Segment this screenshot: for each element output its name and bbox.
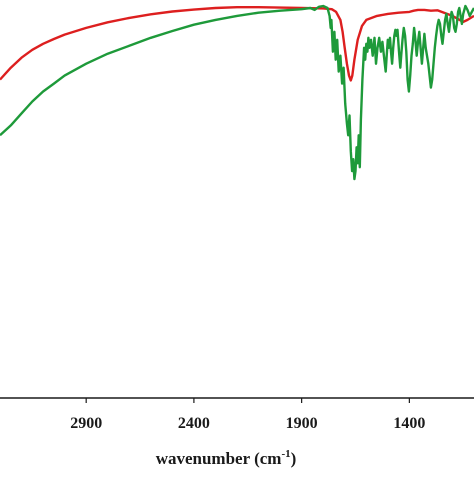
x-tick-label: 1400 (393, 415, 425, 432)
x-tick-label: 2900 (70, 415, 102, 432)
series-line-2 (0, 4, 474, 181)
x-axis-title-close: ) (291, 449, 297, 468)
x-axis-title-superscript: -1 (281, 448, 290, 460)
series-group (0, 4, 474, 181)
x-tick-label: 1900 (286, 415, 318, 432)
x-ticks-group: 2900 2400 1900 1400 (70, 398, 425, 432)
x-axis-title-main: wavenumber (cm (156, 449, 282, 468)
x-tick-label: 2400 (178, 415, 210, 432)
series-line-1 (0, 6, 474, 82)
x-axis-title: wavenumber (cm-1) (156, 448, 297, 468)
